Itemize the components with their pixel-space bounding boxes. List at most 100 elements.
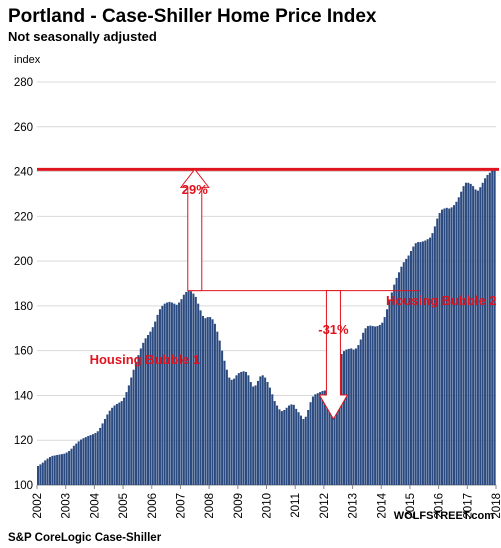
- x-tick-label: 2002: [32, 493, 44, 519]
- bar: [206, 317, 209, 485]
- bar: [77, 441, 80, 485]
- bar: [111, 407, 114, 485]
- y-tick-label: 160: [14, 346, 33, 358]
- bar: [63, 453, 66, 485]
- bar: [457, 197, 460, 485]
- bar: [158, 309, 161, 485]
- bar: [292, 404, 295, 485]
- bar: [331, 383, 334, 485]
- x-tick-label: 2008: [204, 493, 216, 519]
- bar: [472, 186, 475, 485]
- x-tick-label: 2017: [462, 493, 474, 519]
- bar: [443, 208, 446, 485]
- bar: [371, 326, 374, 485]
- bar: [192, 293, 195, 485]
- bar: [345, 349, 348, 485]
- bar: [340, 354, 343, 485]
- bar: [335, 365, 338, 485]
- y-tick-label: 180: [14, 301, 33, 313]
- bar: [311, 396, 314, 485]
- bar: [304, 416, 307, 485]
- bar: [201, 315, 204, 485]
- x-tick-label: 2018: [491, 493, 501, 519]
- bar: [58, 454, 61, 485]
- bar: [467, 182, 470, 485]
- bar: [299, 415, 303, 485]
- bar: [144, 338, 147, 485]
- bar: [127, 385, 130, 485]
- bar: [288, 405, 291, 485]
- bar: [65, 452, 68, 485]
- x-tick-label: 2005: [118, 493, 130, 519]
- bar: [366, 326, 369, 485]
- bar: [266, 382, 269, 485]
- bar: [338, 358, 341, 485]
- bar: [271, 394, 274, 485]
- bubble-1-label: Housing Bubble 1: [90, 352, 201, 367]
- bar: [268, 387, 271, 485]
- bar: [364, 328, 367, 485]
- x-tick-label: 2013: [348, 493, 360, 519]
- bar: [414, 243, 417, 485]
- bar: [347, 348, 350, 485]
- bar: [84, 437, 87, 485]
- bar: [218, 340, 221, 485]
- bubble-2-label: Housing Bubble 2: [386, 293, 497, 308]
- bar: [405, 258, 408, 485]
- bar: [249, 382, 252, 485]
- bar: [99, 427, 102, 485]
- bar: [354, 348, 357, 485]
- bar: [412, 246, 415, 485]
- bar: [433, 226, 436, 486]
- bar: [369, 325, 372, 485]
- bar: [407, 255, 410, 485]
- bar: [41, 462, 44, 485]
- y-axis-label: index: [14, 54, 41, 66]
- bar: [452, 205, 456, 485]
- bar: [486, 174, 489, 486]
- bar: [185, 292, 188, 485]
- x-tick-labels: 2002 2003 2004 2005 2006 2007 2008 2009 2010 2011…: [32, 485, 501, 519]
- bar: [115, 403, 118, 485]
- bar: [326, 390, 329, 485]
- bar: [137, 355, 140, 485]
- bar: [70, 448, 73, 485]
- bar: [187, 290, 190, 485]
- bar: [161, 305, 164, 485]
- bar: [194, 296, 197, 485]
- bar: [252, 386, 255, 485]
- bar: [450, 207, 453, 485]
- bar: [106, 414, 109, 485]
- x-tick-label: 2006: [147, 493, 159, 519]
- bar: [469, 183, 472, 485]
- bar: [297, 412, 300, 485]
- bar: [175, 304, 178, 485]
- bar: [388, 300, 391, 485]
- bar: [309, 402, 312, 485]
- bar: [493, 169, 496, 486]
- bar: [166, 302, 169, 485]
- bar: [474, 189, 477, 485]
- chart-title: Portland - Case-Shiller Home Price Index: [8, 6, 377, 27]
- bar: [445, 207, 448, 485]
- y-tick-labels: 100 120 140 160 180 200 220 240 260 280: [14, 77, 33, 492]
- y-tick-label: 220: [14, 211, 33, 223]
- bar: [240, 371, 243, 485]
- bar: [460, 191, 463, 485]
- bar: [438, 212, 441, 485]
- bar: [491, 170, 494, 486]
- bar: [481, 182, 484, 485]
- x-tick-label: 2009: [233, 493, 245, 519]
- bar: [307, 409, 310, 485]
- bar: [82, 438, 85, 485]
- bar: [464, 182, 467, 485]
- bar: [72, 445, 75, 485]
- bar: [378, 324, 381, 485]
- x-tick-label: 2007: [175, 493, 187, 519]
- bar: [316, 393, 319, 485]
- bar: [154, 321, 157, 485]
- bar: [455, 201, 458, 485]
- bar: [333, 374, 336, 485]
- bar: [254, 385, 257, 485]
